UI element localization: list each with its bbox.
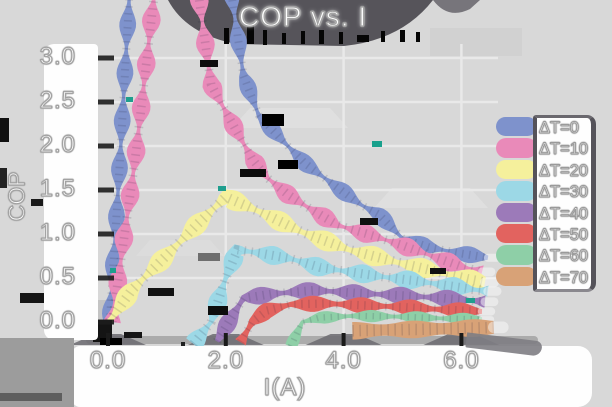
background-patch (430, 28, 522, 56)
title-backdrop-tail (433, 0, 480, 13)
legend-label: ΔT=70 (538, 268, 589, 287)
legend-label: ΔT=30 (538, 183, 589, 202)
curve-ΔT=40 (213, 282, 499, 344)
curve-ΔT=60 (285, 309, 495, 350)
y-tick-label: 2.0 (39, 130, 76, 158)
x-tick-label: 0.0 (89, 346, 127, 374)
y-tick-label: 0.0 (39, 306, 76, 334)
legend-swatch-column (496, 115, 537, 292)
legend-swatch-dT-30 (496, 181, 537, 201)
x-tick-label: 2.0 (207, 346, 244, 374)
legend-swatch-dT-60 (496, 245, 537, 265)
legend-swatch-dT-20 (496, 159, 537, 180)
legend-swatch-dT-10 (496, 138, 537, 158)
y-axis-label-band (44, 44, 98, 340)
legend-label: ΔT=50 (538, 225, 589, 244)
legend: ΔT=0 ΔT=10 ΔT=20 ΔT=30 ΔT=40 ΔT=50 ΔT=60 ΔT=70 (496, 115, 597, 293)
x-axis-title: I(A) (263, 373, 307, 401)
ghost-artifact (232, 108, 348, 128)
legend-swatch-dT-0 (496, 117, 537, 137)
y-tick-label: 1.5 (39, 174, 76, 202)
x-axis-label-band (72, 346, 592, 407)
legend-label: ΔT=20 (538, 161, 589, 180)
legend-label-column: ΔT=0 ΔT=10 ΔT=20 ΔT=30 ΔT=40 ΔT=50 ΔT=60 ΔT=70 (533, 115, 597, 293)
x-tick-label: 4.0 (325, 346, 362, 374)
glitch-artifacts (0, 60, 475, 354)
y-tick-label: 0.5 (39, 262, 76, 290)
curve-ΔT=30 (186, 244, 502, 350)
curve-ΔT=50 (235, 295, 496, 346)
legend-label: ΔT=40 (538, 204, 589, 223)
y-tick-label: 3.0 (39, 42, 76, 70)
y-tick-label: 1.0 (39, 218, 76, 246)
y-tick-label: 2.5 (39, 86, 76, 114)
legend-label: ΔT=10 (538, 140, 589, 159)
legend-swatch-dT-40 (496, 202, 537, 222)
legend-swatch-dT-70 (496, 266, 537, 287)
legend-label: ΔT=0 (538, 118, 579, 137)
tick-marks (92, 55, 464, 346)
x-tick-label: 6.0 (443, 346, 480, 374)
bottom-left-streak (0, 393, 62, 401)
title-backdrop-glitches (224, 26, 420, 45)
curve-ΔT=70 (352, 319, 509, 340)
curve-ΔT=20 (105, 189, 499, 325)
legend-swatch-dT-50 (496, 223, 537, 244)
ghost-artifact (374, 188, 488, 208)
legend-label: ΔT=60 (538, 247, 589, 266)
curve-ΔT=10 (103, 0, 496, 324)
chart-title: COP vs. I (238, 0, 368, 32)
